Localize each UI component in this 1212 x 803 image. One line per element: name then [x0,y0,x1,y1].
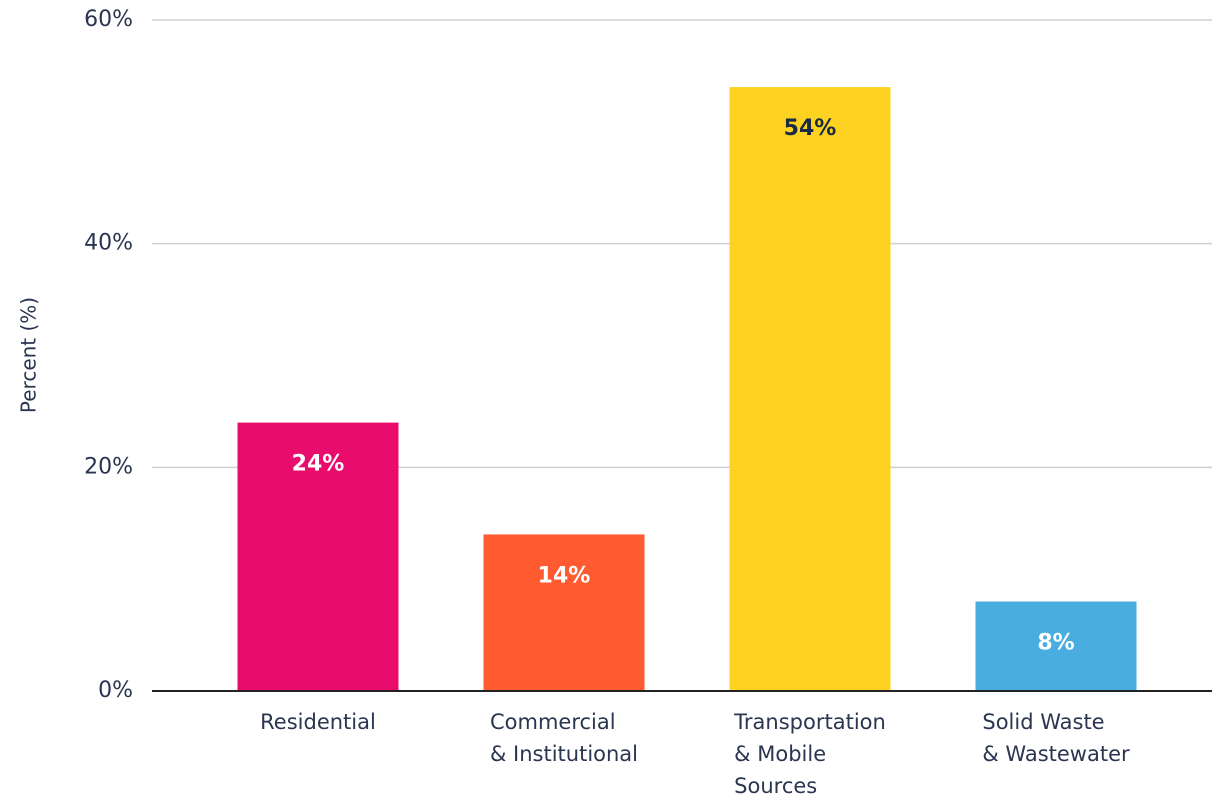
y-tick-label: 40% [84,231,133,256]
bar [237,422,399,691]
bar [729,87,891,692]
y-tick-label: 20% [84,454,133,479]
value-label: 24% [292,452,345,477]
value-label: 8% [1037,631,1074,656]
x-tick-label: Transportation & Mobile Sources [734,710,886,798]
y-axis-label: Percent (%) [17,297,41,413]
x-tick-label: Solid Waste & Wastewater [982,710,1130,766]
value-label: 14% [538,563,591,588]
x-tick-label: Commercial & Institutional [489,710,639,766]
bar [975,601,1137,691]
x-tick-label: Residential [260,710,376,734]
bar [483,534,645,691]
y-tick-label: 0% [98,678,133,703]
value-label: 54% [784,116,837,141]
y-tick-label: 60% [84,7,133,32]
